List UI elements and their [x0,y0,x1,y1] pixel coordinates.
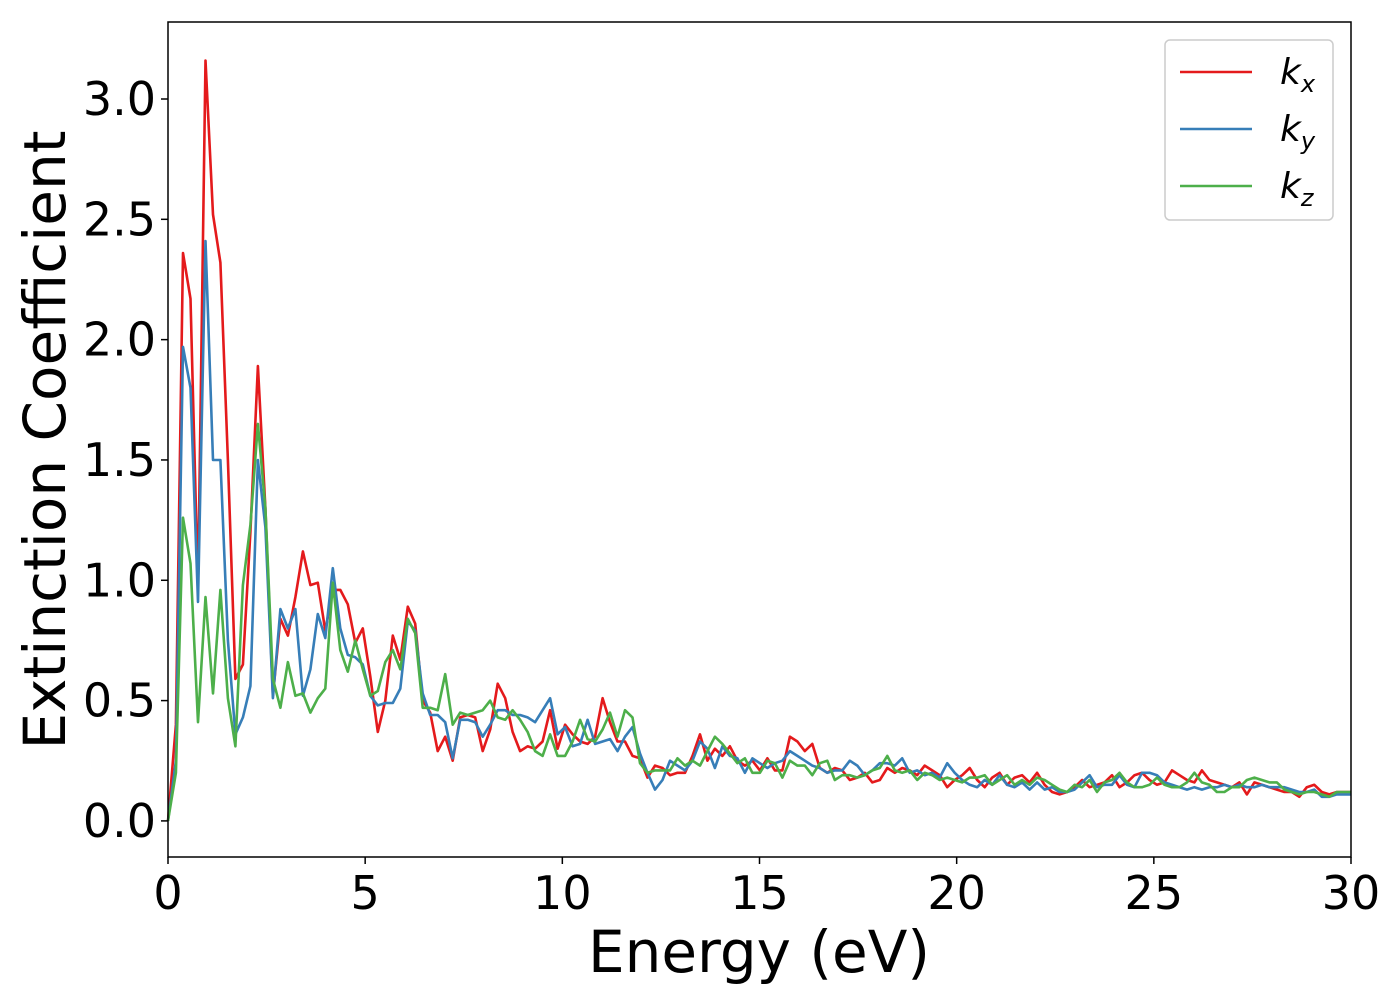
x-tick-label: 30 [1322,866,1381,920]
plot-area-background [168,22,1351,857]
y-tick-label: 0.0 [83,794,156,848]
y-tick-label: 1.5 [83,433,156,487]
plot-frame [167,21,1352,858]
series-line-kx [166,59,1351,822]
x-tick-label: 0 [153,866,182,920]
ticks-layer: 0 5 10 15 20 25 30 0.0 0.5 1.0 1.5 2.0 2.5 3.0 [83,72,1380,920]
y-tick-label: 2.5 [83,192,156,246]
legend-label-kx: kx [1280,52,1316,98]
x-tick-label: 15 [730,866,789,920]
y-tick-label: 2.0 [83,313,156,367]
y-axis-label: Extinction Coefficient [11,131,79,750]
x-tick-label: 25 [1125,866,1184,920]
legend-label-ky: ky [1280,109,1316,155]
y-tick-label: 0.5 [83,674,156,728]
series-line-kz [166,422,1351,822]
y-tick-label: 3.0 [83,72,156,126]
x-tick-label: 20 [927,866,986,920]
legend: kx ky kz [1164,39,1334,221]
x-tick-label: 5 [351,866,380,920]
x-tick-label: 10 [533,866,592,920]
x-axis-label: Energy (eV) [588,918,930,986]
series-layer [166,59,1351,822]
legend-label-kz: kz [1280,166,1315,212]
y-tick-label: 1.0 [83,553,156,607]
